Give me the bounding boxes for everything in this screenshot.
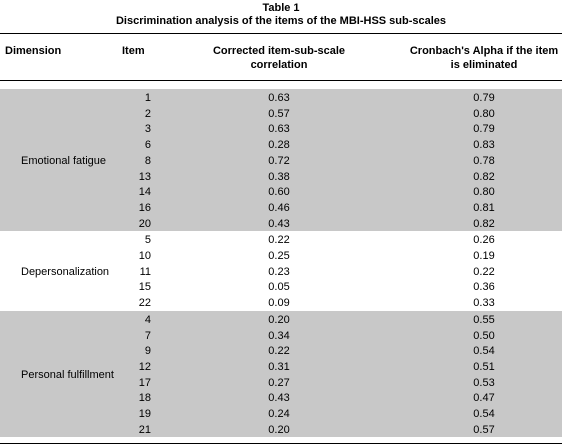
alpha-cell: 0.82 [473,217,495,230]
item-cell: 22 [138,297,151,310]
top-rule [0,33,562,34]
table-caption: Table 1 [262,2,300,14]
alpha-cell: 0.47 [473,392,495,405]
item-cell: 9 [144,345,151,358]
alpha-cell: 0.57 [473,423,495,436]
corrected-cell: 0.63 [268,92,290,104]
header-corrected-line1: Corrected item-sub-scale [212,45,346,57]
alpha-cell: 0.19 [473,250,495,262]
item-cell: 11 [139,265,151,278]
item-cell: 16 [138,201,151,214]
corrected-cell: 0.05 [268,281,290,294]
header-rule [0,80,562,81]
item-cell: 6 [144,139,151,152]
item-cell: 8 [144,154,151,167]
dimension-label: Depersonalization [21,265,110,278]
alpha-cell: 0.54 [473,345,495,358]
alpha-cell: 0.83 [473,139,495,152]
alpha-cell: 0.79 [473,92,495,104]
item-cell: 13 [138,170,151,183]
alpha-cell: 0.36 [473,281,495,294]
item-cell: 18 [138,392,151,405]
corrected-cell: 0.24 [268,408,290,420]
header-item: Item [122,45,145,57]
alpha-cell: 0.33 [473,297,495,310]
item-cell: 3 [144,123,151,136]
alpha-cell: 0.51 [473,360,495,373]
corrected-cell: 0.22 [268,345,290,358]
corrected-cell: 0.46 [268,201,290,214]
alpha-cell: 0.81 [473,201,495,214]
header-corrected-line2: correlation [250,59,308,71]
corrected-cell: 0.63 [268,123,290,136]
corrected-cell: 0.28 [268,139,290,152]
corrected-cell: 0.43 [268,392,290,405]
alpha-cell: 0.55 [473,313,495,326]
group-band [0,310,562,438]
corrected-cell: 0.22 [268,234,290,247]
item-cell: 4 [144,313,151,326]
corrected-cell: 0.20 [268,313,290,326]
alpha-cell: 0.53 [473,376,495,389]
item-cell: 5 [144,234,151,247]
corrected-cell: 0.25 [268,250,290,262]
corrected-cell: 0.34 [268,329,290,342]
alpha-cell: 0.54 [473,408,495,420]
alpha-cell: 0.78 [473,154,495,167]
corrected-cell: 0.57 [268,107,290,120]
alpha-cell: 0.26 [473,234,495,247]
corrected-cell: 0.72 [268,154,290,167]
alpha-cell: 0.79 [473,123,495,136]
item-cell: 10 [138,250,151,262]
header-alpha-line1: Cronbach's Alpha if the item [409,45,559,57]
item-cell: 19 [138,408,151,420]
bottom-rule [0,443,562,444]
table-title: Discrimination analysis of the items of … [115,15,447,27]
header-alpha-line2: is eliminated [450,59,518,71]
item-cell: 17 [138,376,151,389]
alpha-cell: 0.80 [473,107,495,120]
item-cell: 1 [144,92,151,104]
item-cell: 15 [138,281,151,294]
dimension-label: Personal fulfillment [21,368,114,381]
item-cell: 12 [138,360,151,373]
header-corrected: Corrected item-sub-scale correlation [184,44,374,72]
alpha-cell: 0.82 [473,170,495,183]
header-dimension: Dimension [5,45,62,57]
group-band [0,89,562,232]
corrected-cell: 0.23 [268,265,290,278]
corrected-cell: 0.20 [268,423,290,436]
corrected-cell: 0.31 [268,360,290,373]
corrected-cell: 0.38 [268,170,290,183]
header-alpha: Cronbach's Alpha if the item is eliminat… [379,44,562,72]
alpha-cell: 0.50 [473,329,495,342]
item-cell: 21 [138,423,151,436]
corrected-cell: 0.43 [268,217,290,230]
item-cell: 20 [138,217,151,230]
corrected-cell: 0.09 [268,297,290,310]
corrected-cell: 0.27 [268,376,290,389]
alpha-cell: 0.22 [473,265,495,278]
item-cell: 14 [138,186,151,199]
alpha-cell: 0.80 [473,186,495,199]
item-cell: 2 [144,107,151,120]
dimension-label: Emotional fatigue [21,154,106,167]
corrected-cell: 0.60 [268,186,290,199]
item-cell: 7 [144,329,151,342]
